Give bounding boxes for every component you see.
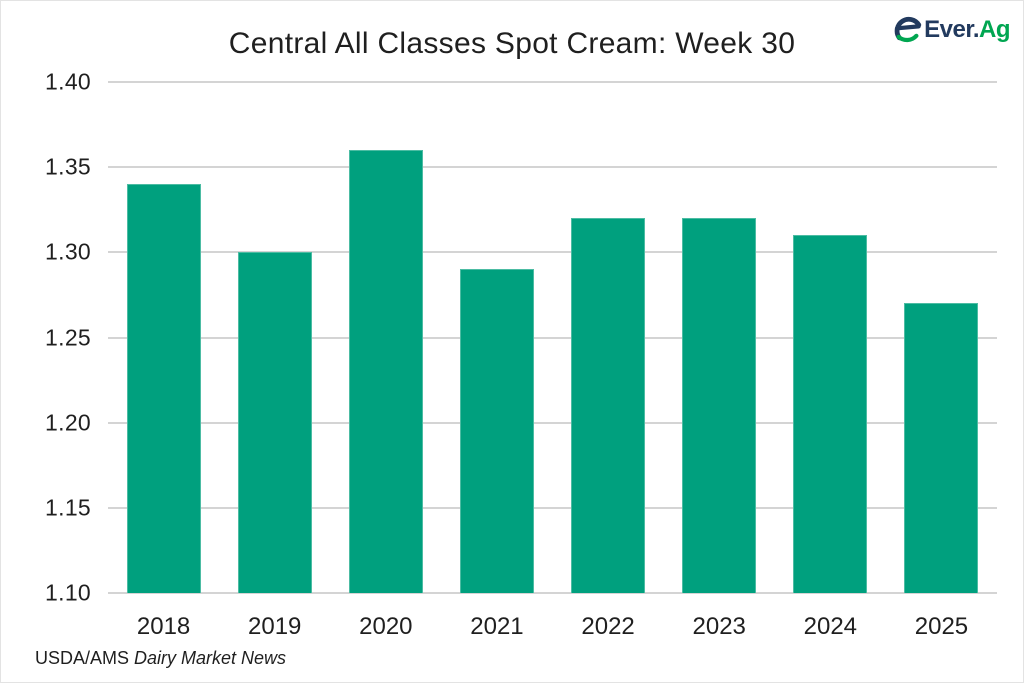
bar-2025 [904, 303, 979, 593]
bar-2019 [237, 252, 312, 593]
bar-2021 [459, 269, 534, 593]
x-tick-label-2020: 2020 [359, 613, 413, 640]
logo-wordmark: Ever.Ag [924, 15, 1011, 43]
x-tick-label-2019: 2019 [247, 613, 302, 640]
x-axis: 2018 2019 2020 2021 2022 2023 2024 2025 [108, 613, 997, 645]
gridline-1.20 [108, 421, 997, 424]
y-tick-label-1.15: 1.15 [45, 494, 91, 521]
y-axis: 1.40 1.35 1.30 1.25 1.20 1.15 1.10 [1, 69, 91, 606]
gridline-1.35 [108, 166, 997, 169]
source-name: Dairy Market News [134, 648, 287, 668]
globe-e-arc [894, 16, 922, 41]
chart-title: Central All Classes Spot Cream: Week 30 [228, 27, 796, 60]
gridline-1.10 [108, 592, 997, 594]
x-tick-label-2018: 2018 [136, 613, 191, 640]
ever-ag-logo: Ever.Ag [893, 15, 1011, 44]
bar-2018 [126, 184, 201, 593]
logo-text-primary: Ever. [924, 15, 979, 43]
y-tick-label-1.35: 1.35 [45, 153, 91, 180]
y-tick-label-1.40: 1.40 [45, 68, 91, 95]
source-note: USDA/AMS Dairy Market News [35, 648, 286, 669]
globe-green-swoosh [896, 33, 919, 43]
y-tick-label-1.25: 1.25 [45, 324, 91, 350]
bar-2024 [793, 235, 868, 593]
y-tick-label-1.10: 1.10 [45, 579, 91, 606]
x-tick-label-2021: 2021 [470, 613, 524, 640]
globe-e-crossbar [895, 24, 921, 31]
gridline-1.40 [108, 81, 997, 83]
bar-2023 [682, 218, 757, 593]
x-tick-label-2023: 2023 [692, 613, 746, 640]
y-tick-label-1.20: 1.20 [45, 409, 91, 436]
ever-ag-globe-icon [894, 16, 922, 43]
x-tick-label-2022: 2022 [581, 613, 635, 640]
source-prefix: USDA/AMS [35, 648, 135, 668]
gridline-1.25 [108, 336, 997, 339]
gridline-1.15 [108, 506, 997, 509]
x-tick-label-2025: 2025 [914, 613, 969, 640]
bar-2020 [348, 150, 423, 593]
bar-2022 [571, 218, 646, 593]
gridline-1.30 [108, 251, 997, 254]
logo-text-accent: Ag [979, 15, 1011, 43]
x-tick-label-2024: 2024 [803, 613, 858, 640]
y-tick-label-1.30: 1.30 [45, 238, 91, 265]
plot-area [108, 81, 997, 594]
